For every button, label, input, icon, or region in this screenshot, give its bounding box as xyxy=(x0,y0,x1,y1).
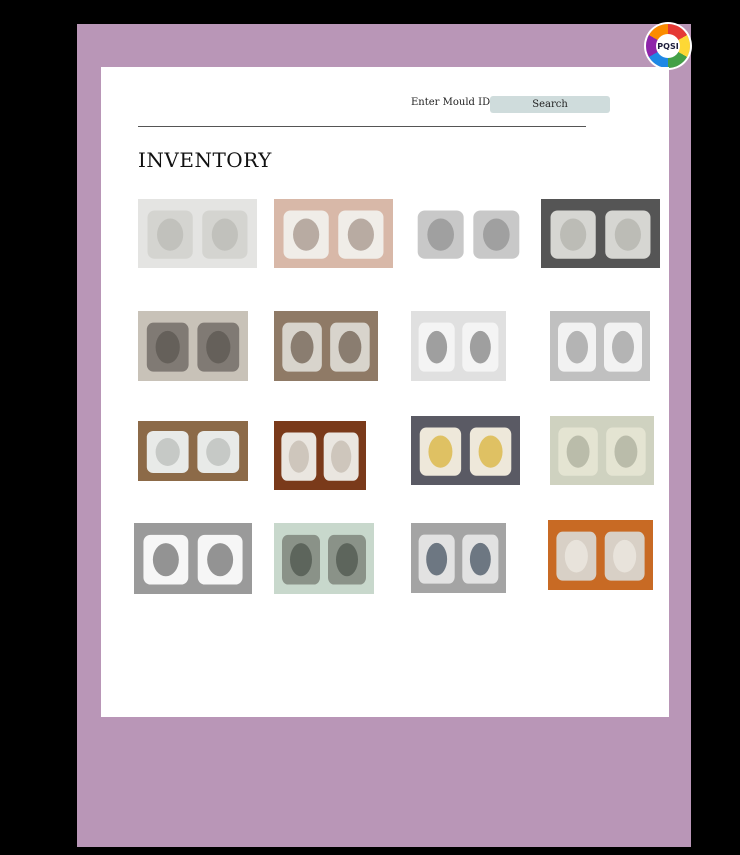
mould-photo xyxy=(274,199,393,268)
search-button[interactable]: Search xyxy=(490,96,610,113)
mould-photo xyxy=(548,520,653,590)
mould-image-production-racks[interactable] xyxy=(274,523,374,594)
mould-photo xyxy=(274,311,378,381)
mould-photo xyxy=(138,421,248,481)
mould-image-mug-pair[interactable] xyxy=(138,199,257,268)
mould-image-three-vases[interactable] xyxy=(134,523,252,594)
mould-image-worker-casting[interactable] xyxy=(411,523,506,593)
mould-photo xyxy=(274,421,366,490)
mould-photo xyxy=(550,416,654,485)
mould-photo xyxy=(138,199,257,268)
mould-image-round-vase[interactable] xyxy=(274,421,366,490)
mould-image-cup-set[interactable] xyxy=(408,199,529,268)
inventory-card xyxy=(101,67,669,717)
pqsi-logo-icon[interactable]: PQSI xyxy=(646,24,690,68)
mould-photo xyxy=(411,416,520,485)
mould-image-ribbed-vase[interactable] xyxy=(138,311,248,381)
mould-photo xyxy=(408,199,529,268)
mould-photo xyxy=(411,311,506,381)
mould-photo xyxy=(274,523,374,594)
mould-photo xyxy=(541,199,660,268)
mould-image-relief-halves[interactable] xyxy=(541,199,660,268)
mould-image-star[interactable] xyxy=(550,311,650,381)
mould-photo xyxy=(134,523,252,594)
mould-image-pitcher[interactable] xyxy=(274,199,393,268)
mould-image-vase-open-mould[interactable] xyxy=(548,520,653,590)
page-title: INVENTORY xyxy=(138,148,272,172)
mould-image-tray-halves[interactable] xyxy=(138,421,248,481)
mould-photo xyxy=(550,311,650,381)
mould-photo xyxy=(138,311,248,381)
mould-photo xyxy=(411,523,506,593)
mould-id-label: Enter Mould ID xyxy=(411,97,491,108)
mould-image-cat-figure[interactable] xyxy=(411,311,506,381)
mould-image-workshop-vase[interactable] xyxy=(274,311,378,381)
logo-text: PQSI xyxy=(656,34,680,58)
mould-image-ornate-relief[interactable] xyxy=(550,416,654,485)
mould-image-slip-pouring[interactable] xyxy=(411,416,520,485)
header-divider xyxy=(138,126,586,127)
